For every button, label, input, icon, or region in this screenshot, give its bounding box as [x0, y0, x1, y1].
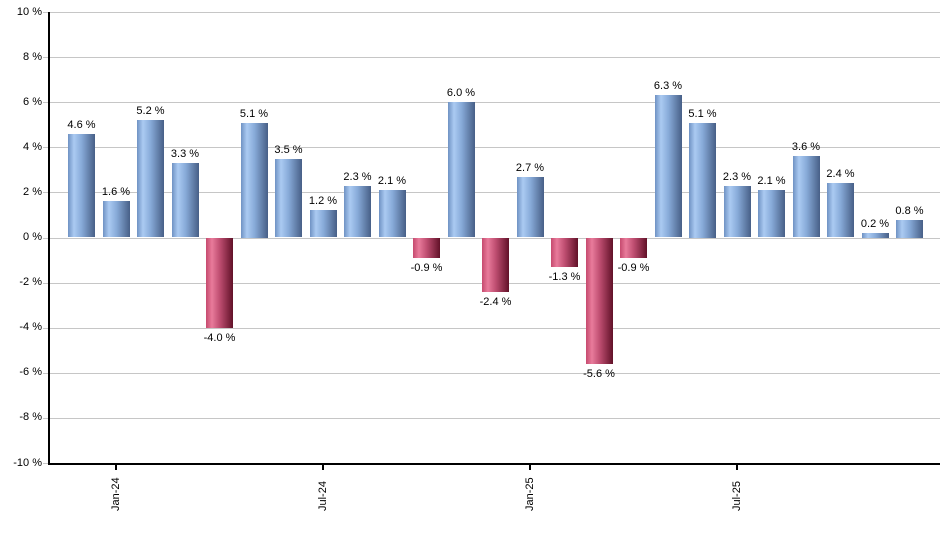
gridline: [48, 12, 940, 13]
y-tick: [43, 12, 48, 13]
bar-positive: [792, 156, 820, 238]
gridline: [48, 192, 940, 194]
y-tick-label: -4 %: [19, 321, 42, 334]
y-tick: [43, 282, 48, 284]
bar-positive: [102, 201, 130, 238]
bar-value-label: 4.6 %: [67, 118, 96, 131]
y-tick-label: 4 %: [23, 140, 42, 153]
y-tick: [43, 327, 48, 329]
y-tick: [43, 463, 48, 464]
bar-positive: [689, 122, 716, 238]
bar-positive: [275, 158, 302, 238]
bar-value-label: -5.6 %: [583, 367, 615, 380]
x-tick-label: Jan-24: [109, 477, 122, 511]
x-tick: [529, 465, 531, 470]
y-tick: [43, 372, 48, 374]
x-tick-label: Jan-25: [523, 477, 536, 511]
bar-negative: [413, 237, 440, 258]
bar-value-label: 3.6 %: [791, 141, 821, 154]
gridline: [48, 57, 940, 59]
bar-positive: [723, 185, 751, 238]
bar-value-label: 3.5 %: [274, 143, 303, 156]
bar-value-label: 2.4 %: [826, 168, 855, 181]
x-axis-line: [48, 463, 940, 465]
gridline: [48, 372, 940, 374]
bar-positive: [861, 233, 889, 238]
gridline: [48, 147, 940, 149]
x-tick-label: Jul-24: [316, 481, 329, 511]
y-tick-label: -8 %: [19, 411, 42, 424]
x-tick-label: Jul-25: [730, 481, 743, 511]
gridline: [48, 102, 940, 104]
bar-value-label: 0.2 %: [860, 218, 890, 230]
bar-value-label: 2.1 %: [757, 175, 786, 188]
bar-value-label: 2.7 %: [515, 161, 545, 174]
bar-value-label: -0.9 %: [410, 261, 443, 274]
y-tick-label: 8 %: [23, 50, 42, 63]
bar-value-label: 2.1 %: [377, 175, 407, 188]
bar-positive: [309, 210, 337, 238]
bar-value-label: 6.3 %: [653, 80, 683, 93]
gridline: [48, 417, 940, 419]
y-tick-label: 6 %: [23, 95, 42, 108]
y-tick-label: 0 %: [23, 231, 42, 243]
gridline: [48, 327, 940, 329]
bar-value-label: -0.9 %: [617, 261, 650, 274]
bar-negative: [482, 237, 509, 292]
y-tick: [43, 102, 48, 104]
bar-value-label: -1.3 %: [548, 270, 581, 283]
bar-value-label: 2.3 %: [343, 170, 372, 183]
x-tick: [322, 465, 324, 470]
y-tick: [43, 237, 48, 239]
bar-positive: [827, 183, 854, 238]
bar-positive: [171, 163, 199, 238]
y-axis-line: [48, 12, 50, 465]
bar-positive: [68, 133, 95, 238]
bar-value-label: 3.3 %: [170, 148, 200, 161]
bar-value-label: 5.1 %: [688, 107, 717, 120]
y-tick-label: 10 %: [16, 5, 42, 18]
bar-value-label: 5.1 %: [239, 107, 269, 120]
bar-value-label: 1.2 %: [308, 195, 338, 208]
y-tick-label: -10 %: [13, 456, 42, 469]
bar-negative: [206, 237, 233, 328]
bar-positive: [137, 120, 164, 238]
bar-negative: [551, 237, 578, 267]
bar-positive: [758, 190, 785, 238]
bar-positive: [240, 122, 268, 238]
bar-positive: [896, 219, 923, 238]
bar-negative: [585, 237, 613, 364]
y-tick: [43, 57, 48, 59]
y-tick-label: -6 %: [19, 366, 42, 379]
y-tick: [43, 192, 48, 194]
bar-value-label: -4.0 %: [203, 331, 236, 344]
bar-positive: [378, 190, 406, 238]
bar-value-label: 2.3 %: [722, 170, 752, 183]
bar-positive: [516, 176, 544, 238]
bar-positive: [654, 95, 682, 238]
bar-value-label: -2.4 %: [479, 295, 512, 308]
y-tick-label: -2 %: [19, 276, 42, 289]
bar-value-label: 0.8 %: [895, 204, 924, 217]
y-tick: [43, 147, 48, 149]
bar-value-label: 6.0 %: [446, 87, 476, 100]
bar-positive: [344, 185, 371, 238]
bar-value-label: 5.2 %: [136, 105, 165, 118]
y-tick-label: 2 %: [23, 185, 42, 198]
bar-negative: [620, 237, 647, 258]
x-tick: [115, 465, 117, 470]
x-tick: [736, 465, 738, 470]
bar-positive: [447, 102, 475, 238]
bar-value-label: 1.6 %: [101, 186, 131, 199]
y-tick: [43, 417, 48, 419]
